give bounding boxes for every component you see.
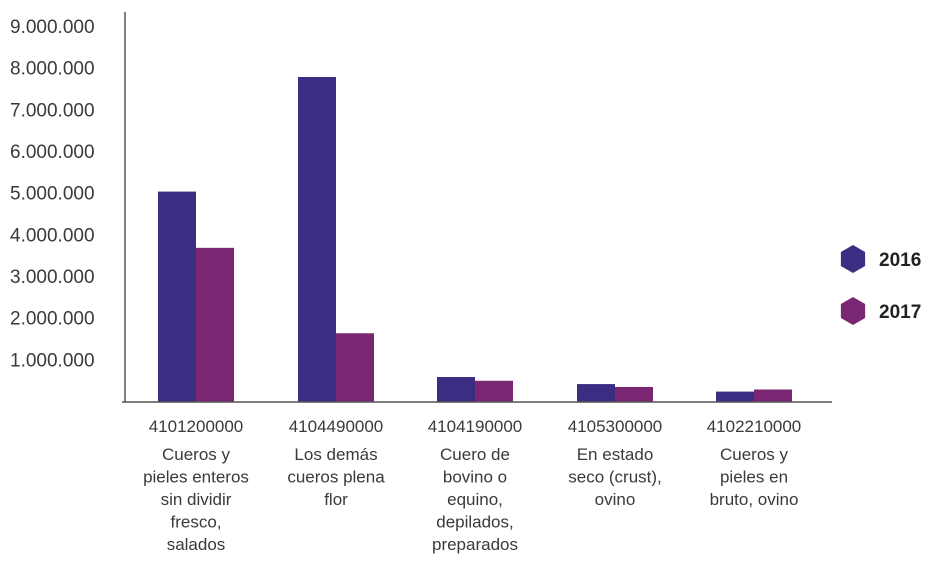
bar-2017-4101200000 xyxy=(196,247,234,402)
category-description-line: salados xyxy=(167,535,226,554)
y-tick-label: 8.000.000 xyxy=(10,59,95,80)
category-code-label: 4101200000 xyxy=(149,417,244,436)
y-tick-label: 7.000.000 xyxy=(10,100,95,121)
y-tick-label: 6.000.000 xyxy=(10,142,95,163)
category-description-line: pieles enteros xyxy=(143,468,249,487)
category-code-label: 4104490000 xyxy=(289,417,384,436)
bar-2016-4104490000 xyxy=(298,77,336,402)
bar-2016-4104190000 xyxy=(437,377,475,402)
category-description-line: Los demás xyxy=(294,445,377,464)
y-tick-label: 2.000.000 xyxy=(10,309,95,330)
y-tick-label: 9.000.000 xyxy=(10,17,95,38)
category-description-line: Cuero de xyxy=(440,445,510,464)
category-description-line: cueros plena xyxy=(287,468,385,487)
category-description-line: depilados, xyxy=(436,513,514,532)
category-description-line: bovino o xyxy=(443,468,507,487)
category-description-line: seco (crust), xyxy=(568,468,662,487)
category-description-line: Cueros y xyxy=(720,445,789,464)
category-description-line: Cueros y xyxy=(162,445,231,464)
bar-2017-4105300000 xyxy=(615,387,653,402)
category-description-line: fresco, xyxy=(170,513,221,532)
category-code-label: 4105300000 xyxy=(568,417,663,436)
y-tick-label: 3.000.000 xyxy=(10,267,95,288)
y-axis-tick-labels: 1.000.000 2.000.000 3.000.000 4.000.000 5.00… xyxy=(10,17,95,371)
bars-group xyxy=(158,77,792,402)
bar-2016-4101200000 xyxy=(158,191,196,402)
x-axis-category-labels: 4101200000 Cueros y pieles enteros sin divi… xyxy=(143,417,801,554)
category-description-line: preparados xyxy=(432,535,518,554)
legend: 2016 2017 xyxy=(840,245,921,325)
bar-2017-4104190000 xyxy=(475,380,513,402)
category-description-line: sin dividir xyxy=(161,490,232,509)
legend-label-2017: 2017 xyxy=(879,302,921,323)
category-code-label: 4104190000 xyxy=(428,417,523,436)
legend-marker-2017 xyxy=(840,297,866,325)
category-description-line: pieles en xyxy=(720,468,788,487)
legend-marker-2016 xyxy=(840,245,866,273)
legend-label-2016: 2016 xyxy=(879,250,921,271)
bar-2016-4105300000 xyxy=(577,384,615,402)
y-tick-label: 4.000.000 xyxy=(10,225,95,246)
category-description-line: En estado xyxy=(577,445,654,464)
category-description-line: ovino xyxy=(595,490,636,509)
y-tick-label: 1.000.000 xyxy=(10,350,95,371)
bar-2016-4102210000 xyxy=(716,391,754,402)
bar-2017-4102210000 xyxy=(754,389,792,402)
category-description-line: equino, xyxy=(447,490,503,509)
bar-2017-4104490000 xyxy=(336,333,374,402)
category-description-line: flor xyxy=(324,490,348,509)
category-code-label: 4102210000 xyxy=(707,417,802,436)
y-tick-label: 5.000.000 xyxy=(10,184,95,205)
category-description-line: bruto, ovino xyxy=(710,490,799,509)
